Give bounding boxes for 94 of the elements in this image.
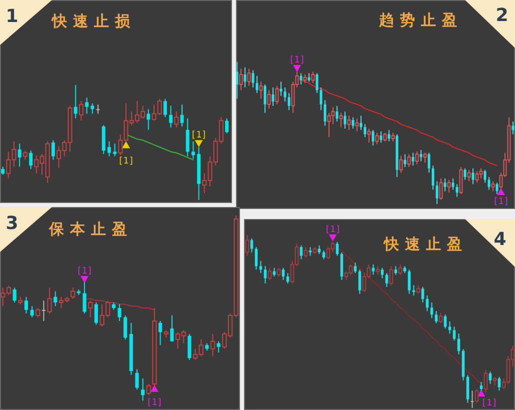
series-label: [1] [481, 398, 498, 408]
candlestick [421, 286, 424, 303]
candlestick [488, 371, 492, 384]
candlestick [348, 264, 353, 276]
candlestick [423, 152, 427, 164]
text: [1] [492, 196, 510, 207]
candlestick [146, 384, 151, 396]
candlestick [141, 378, 145, 402]
candlestick [354, 262, 357, 274]
candlestick [12, 287, 16, 303]
candlestick [85, 97, 89, 114]
candlestick [36, 308, 40, 318]
candlestick [24, 296, 28, 314]
candlestick [331, 106, 335, 125]
candlestick [340, 252, 344, 280]
candlestick [78, 100, 84, 122]
candlestick [135, 368, 139, 390]
candlestick [434, 310, 438, 324]
candlestick [408, 269, 411, 294]
candlestick [169, 105, 173, 128]
annotation: 3 [6, 213, 18, 234]
candlestick [170, 314, 174, 342]
candlestick [372, 264, 375, 276]
series-label: [1] [288, 56, 306, 66]
candlestick [107, 140, 111, 157]
candlestick [415, 150, 419, 165]
candlestick [90, 102, 94, 114]
candlestick [326, 246, 330, 260]
candlestick [398, 264, 402, 276]
series-label: [1] [76, 266, 93, 277]
candlestick [375, 132, 379, 145]
candlestick [466, 374, 470, 404]
series-label: [1] [190, 130, 207, 141]
candlestick [47, 287, 52, 314]
annotation: 4 [494, 229, 506, 250]
candlestick [438, 312, 443, 324]
candlestick [54, 290, 58, 307]
candlestick [188, 333, 192, 360]
chart-title: 趋势止盈 [378, 11, 463, 29]
text: 2 [496, 5, 508, 26]
chart-title: 保本止盈 [48, 220, 133, 238]
candlestick [191, 140, 195, 160]
candlestick [250, 238, 254, 253]
candlestick [282, 267, 285, 280]
candlestick [467, 169, 471, 182]
candlestick [158, 320, 162, 346]
candlestick [264, 266, 267, 284]
text: [1] [118, 156, 134, 166]
candlestick [210, 333, 216, 357]
candlestick [82, 282, 86, 314]
candlestick [474, 388, 479, 404]
chart-title: 快速止盈 [383, 235, 468, 253]
candlestick [113, 143, 117, 157]
candlestick [259, 260, 262, 274]
text: [1] [324, 224, 341, 235]
candlestick [146, 108, 150, 130]
candlestick [51, 140, 55, 160]
candlestick [367, 128, 371, 144]
candlestick [30, 306, 34, 318]
candlestick [94, 302, 98, 326]
candlestick [163, 98, 167, 118]
chart-title: 快速止损 [51, 12, 136, 30]
candlestick [186, 118, 190, 157]
candlestick [236, 61, 238, 100]
candlestick [268, 267, 272, 280]
candlestick [124, 314, 128, 340]
candlestick [470, 390, 474, 408]
text: 1 [6, 6, 18, 27]
candlestick [447, 179, 451, 194]
candlestick [347, 115, 351, 131]
candlestick [18, 143, 22, 168]
candlestick [475, 170, 479, 184]
candlestick [336, 241, 339, 256]
candlestick [225, 118, 229, 134]
candlestick [484, 369, 488, 393]
candlestick [22, 150, 28, 160]
candlestick [70, 287, 76, 300]
candlestick [118, 304, 122, 322]
candlestick [174, 110, 179, 128]
candlestick [448, 321, 452, 334]
candlestick [452, 326, 456, 342]
candlestick [74, 84, 78, 119]
candlestick [380, 267, 384, 279]
candlestick [358, 269, 362, 294]
candlestick [491, 180, 495, 192]
candlestick [304, 246, 308, 258]
candlestick [88, 300, 93, 318]
candlestick [29, 150, 33, 170]
candlestick [216, 340, 220, 353]
candlestick [430, 302, 434, 319]
text: [1] [146, 398, 163, 408]
candlestick [42, 300, 46, 322]
candlestick [300, 244, 303, 260]
candlestick [389, 266, 394, 286]
